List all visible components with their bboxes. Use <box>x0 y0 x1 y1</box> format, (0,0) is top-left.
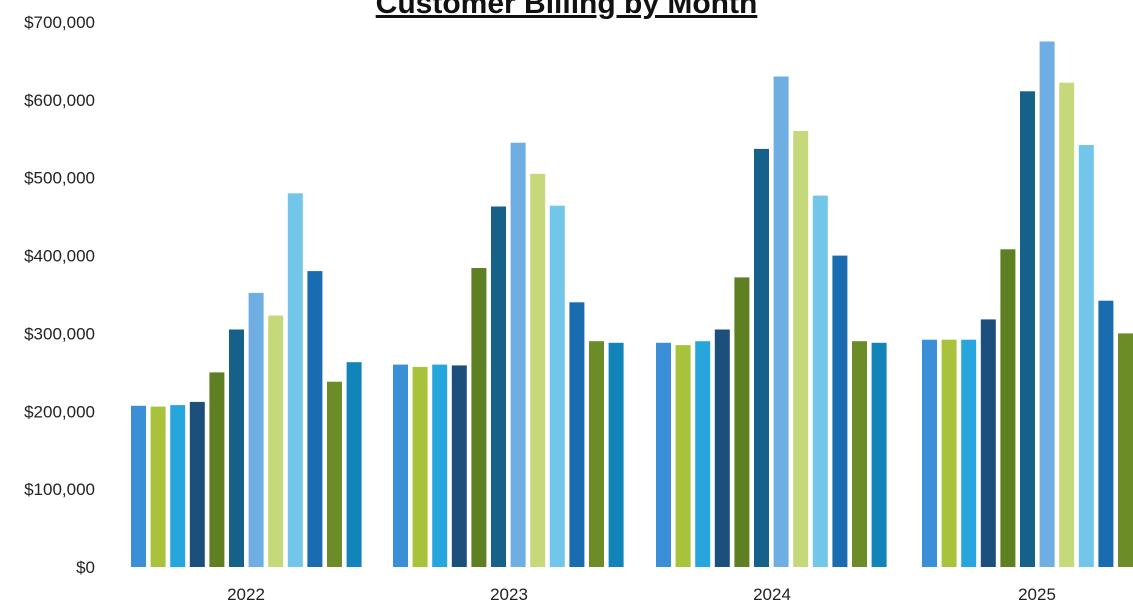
bar-2022-6 <box>229 329 244 567</box>
y-axis: $0 $100,000 $200,000 $300,000 $400,000 $500,0… <box>24 13 95 577</box>
bar-2024-5 <box>734 277 750 567</box>
bar-2022-11 <box>327 381 342 567</box>
bar-2024-11 <box>852 341 867 567</box>
bar-2023-11 <box>589 341 604 567</box>
y-tick-label: $600,000 <box>24 91 95 110</box>
y-tick-label: $700,000 <box>24 13 95 32</box>
bar-2023-5 <box>471 268 487 567</box>
bar-2024-7 <box>773 76 789 567</box>
x-tick-label: 2024 <box>753 585 791 604</box>
bar-2022-7 <box>248 292 264 567</box>
bar-2023-4 <box>451 365 467 567</box>
y-tick-label: $400,000 <box>24 247 95 266</box>
bar-2022-5 <box>209 372 225 567</box>
bar-2023-8 <box>530 173 546 568</box>
bar-2025-4 <box>980 319 996 567</box>
bar-2024-1 <box>656 342 671 567</box>
x-tick-label: 2025 <box>1018 585 1056 604</box>
bar-2025-9 <box>1078 145 1094 567</box>
x-axis: 2022 2023 2024 2025 <box>227 585 1056 604</box>
bar-2025-10 <box>1098 300 1114 567</box>
bar-2024-4 <box>714 329 730 567</box>
bar-2025-5 <box>1000 249 1016 568</box>
bar-2024-6 <box>754 148 769 567</box>
bar-2023-12 <box>608 342 624 567</box>
bar-2024-9 <box>812 195 828 567</box>
bar-2022-3 <box>170 405 186 567</box>
bar-2022-10 <box>307 271 323 567</box>
y-tick-label: $200,000 <box>24 402 95 421</box>
bar-2024-10 <box>832 255 848 567</box>
y-tick-label: $500,000 <box>24 169 95 188</box>
bar-2023-7 <box>510 142 526 567</box>
bar-2023-3 <box>432 364 448 567</box>
y-tick-label: $0 <box>76 558 95 577</box>
bar-2025-1 <box>922 339 937 567</box>
bar-2025-6 <box>1020 91 1035 568</box>
bar-2023-2 <box>412 366 428 567</box>
y-tick-label: $100,000 <box>24 480 95 499</box>
bar-2024-2 <box>675 345 691 567</box>
x-tick-label: 2023 <box>490 585 528 604</box>
y-tick-label: $300,000 <box>24 324 95 343</box>
bar-2022-9 <box>287 193 303 568</box>
bar-2022-1 <box>131 405 146 567</box>
bar-2025-7 <box>1039 41 1055 567</box>
bar-2024-3 <box>695 341 711 567</box>
bar-2025-2 <box>941 339 957 567</box>
bar-2022-4 <box>189 401 205 567</box>
chart-title: Customer Billing by Month <box>375 0 758 20</box>
bar-2022-2 <box>150 406 166 567</box>
bar-2025-8 <box>1059 82 1075 567</box>
bar-2023-9 <box>549 205 565 567</box>
bar-2023-1 <box>393 364 408 567</box>
x-tick-label: 2022 <box>227 585 265 604</box>
bar-2024-12 <box>871 342 887 567</box>
bar-2023-10 <box>569 302 585 567</box>
bar-2022-12 <box>346 362 362 567</box>
bar-2025-11 <box>1118 333 1133 567</box>
bar-2025-3 <box>961 339 977 567</box>
bars <box>131 41 1133 568</box>
bar-2024-8 <box>793 131 809 567</box>
bar-2022-8 <box>268 315 284 567</box>
bar-2023-6 <box>491 206 506 567</box>
